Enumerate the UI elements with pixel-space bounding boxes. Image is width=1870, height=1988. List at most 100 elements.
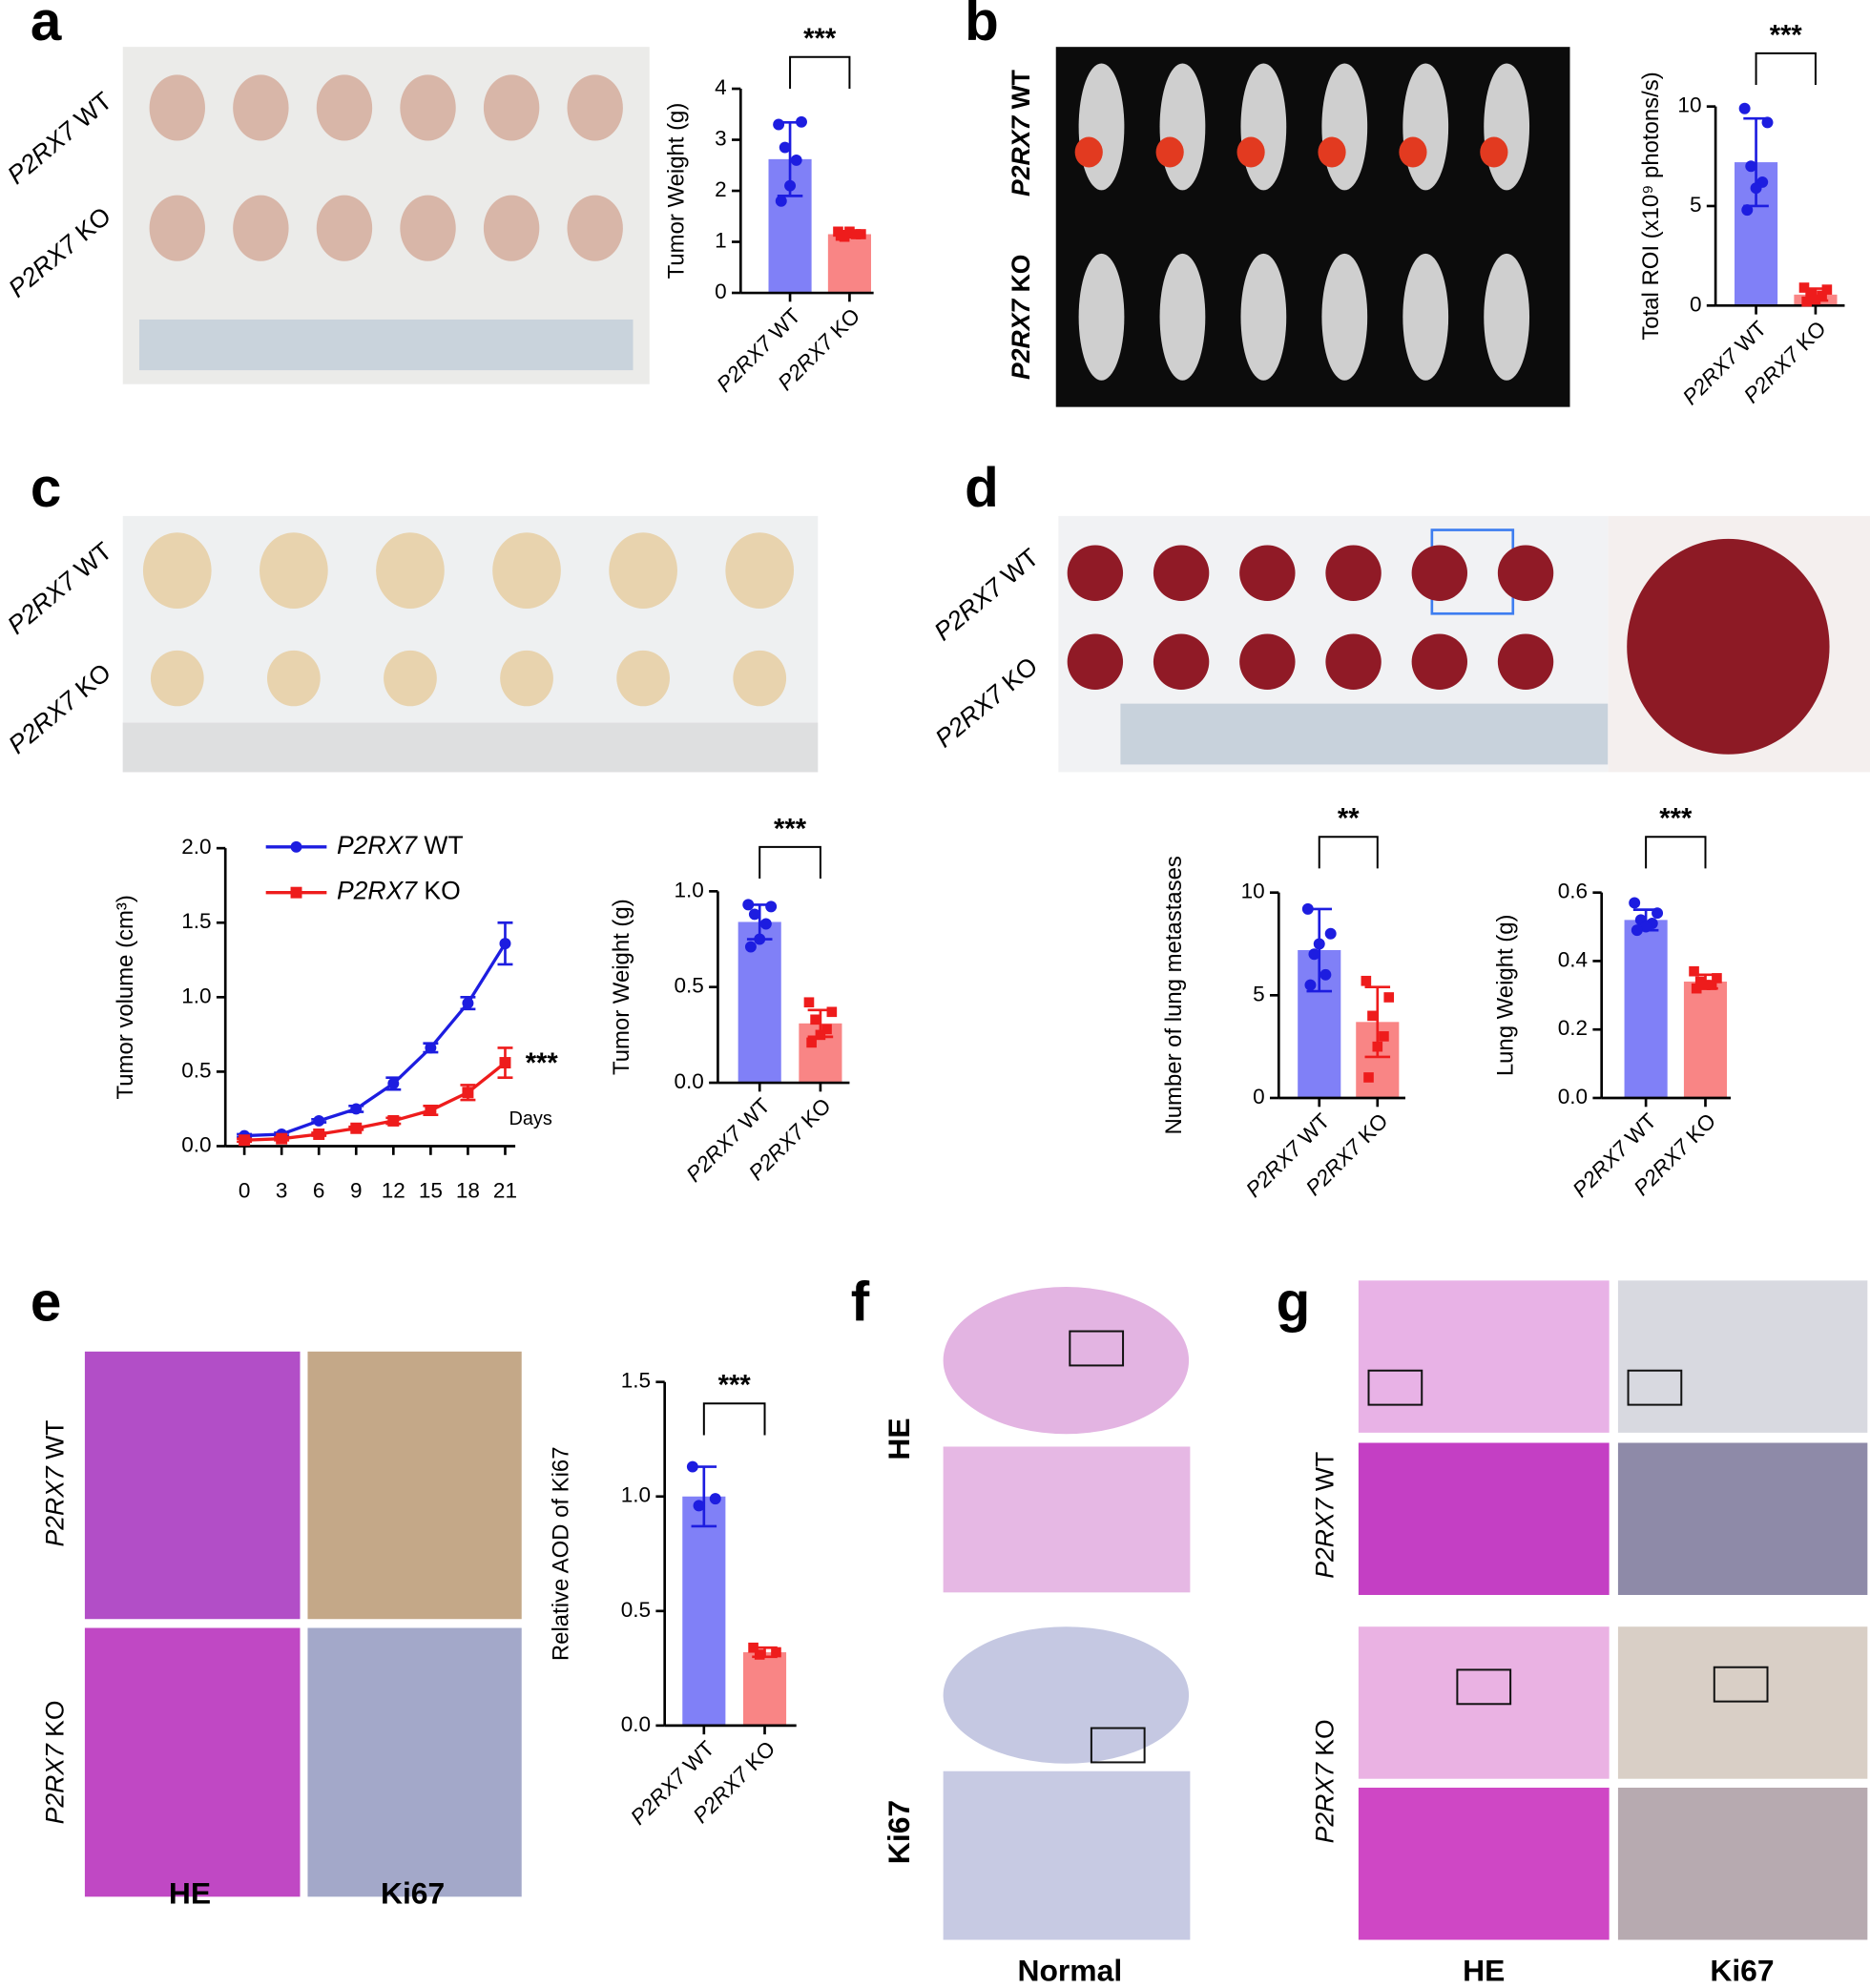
panel-letter: g [1277,1271,1311,1333]
tumor [316,195,373,261]
data-point [815,1029,826,1041]
data-point [1691,983,1702,994]
lung [1067,545,1124,601]
ki67-zoom [1617,1788,1868,1940]
data-point [1700,980,1711,990]
data-point [1631,924,1643,937]
significance-bracket [1645,836,1707,869]
normal-label: Normal [1017,1953,1122,1987]
mouse [1484,253,1530,381]
mouse [1240,63,1287,191]
y-tick-label: 0 [1253,1085,1265,1108]
panel-letter: b [965,0,999,52]
y-tick-label: 0.4 [1558,947,1588,971]
data-point [1805,288,1816,300]
tumor [149,74,205,141]
data-point [1308,948,1320,961]
ki67-zoom [943,1771,1191,1940]
data-point [276,1132,288,1145]
significance-bracket [1318,836,1379,869]
data-point [773,118,785,131]
lung [1067,633,1124,691]
data-point [844,226,855,238]
mouse [1321,253,1368,381]
tumor [725,532,795,609]
data-point [742,899,755,911]
data-point [1738,102,1751,114]
y-tick-label: 3 [715,126,727,150]
data-point [1383,992,1395,1003]
tumor [483,74,540,141]
y-tick-label: 1.0 [621,1483,651,1507]
tumor [260,532,328,609]
ruler [122,722,819,773]
data-point [425,1105,437,1116]
lung [1411,545,1468,601]
row-label: P2RX7 KO [3,201,116,303]
data-point [425,1042,437,1054]
y-tick-label: 1.5 [621,1369,651,1393]
bar [742,1652,787,1726]
x-tick-label: 12 [382,1178,405,1202]
panel-letter: e [31,1271,61,1333]
lung [1411,633,1468,691]
x-tick-label: 15 [419,1178,443,1202]
signal [1318,136,1346,168]
y-axis-label: Total ROI (x10⁹ photons/s) [1638,72,1664,340]
y-tick-label: 1 [715,228,727,252]
data-point [803,997,815,1008]
row-label: P2RX7 WT [2,536,117,639]
mouse [1078,63,1125,191]
data-point [1798,282,1810,293]
data-point [1363,1072,1374,1083]
data-point [1689,965,1699,977]
tumor [567,74,623,141]
significance: *** [1659,804,1693,835]
tumor [500,650,553,707]
significance: *** [526,1048,559,1079]
data-point [313,1114,325,1127]
y-axis-label: Tumor volume (cm³) [113,895,138,1099]
signal [1480,136,1508,168]
tumor [233,74,289,141]
y-axis-label: Number of lung metastases [1161,856,1187,1134]
significance-bracket [758,845,821,880]
data-point [810,1014,821,1025]
data-point [1706,980,1717,990]
row-label: P2RX7 KO [1007,255,1035,380]
y-tick-label: 0.2 [1558,1016,1588,1040]
y-tick-label: 4 [715,75,727,99]
y-axis-label: Lung Weight (g) [1492,914,1518,1076]
bar [1624,920,1668,1098]
ki67-image [307,1351,522,1620]
data-point [775,195,787,207]
signal [1155,136,1184,168]
data-point [1761,116,1774,129]
panel-letter: f [851,1271,870,1333]
data-point [850,229,862,239]
lung [1153,545,1210,601]
y-tick-label: 2.0 [181,835,211,859]
tumor [149,195,205,261]
significance: *** [774,814,807,844]
significance: *** [1770,20,1803,51]
zoom-box [1713,1666,1769,1703]
y-tick-label: 0.5 [181,1058,211,1082]
bar [682,1496,726,1726]
zoom-box [1456,1668,1512,1706]
signal [1236,136,1265,168]
y-tick-label: 0.0 [1558,1085,1588,1108]
y-tick-label: 1.0 [674,878,703,901]
y-axis-label: Tumor Weight (g) [609,899,634,1075]
he-image [84,1627,301,1897]
data-point [806,1037,817,1048]
tumor [567,195,623,261]
ki67-image [307,1627,522,1897]
y-tick-label: 1.0 [181,984,211,1007]
tumor [733,650,787,707]
significance-bracket [1755,52,1817,86]
bar [827,234,871,294]
y-tick-label: 10 [1241,880,1265,903]
data-point [1712,973,1722,984]
